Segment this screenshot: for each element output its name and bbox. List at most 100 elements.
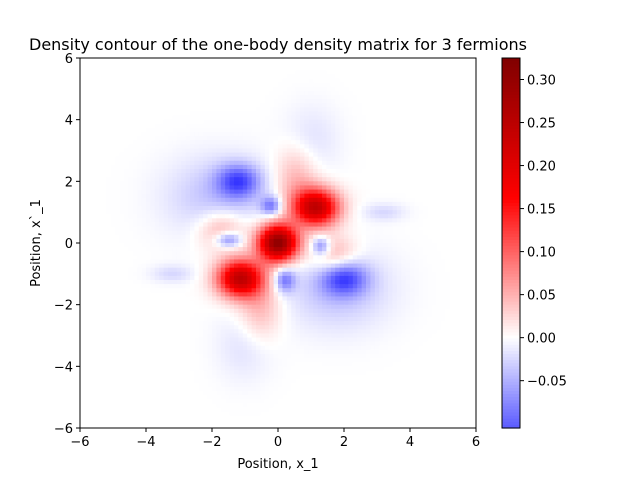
heatmap-cell (172, 82, 178, 88)
heatmap-cell (181, 86, 187, 92)
heatmap-cell (396, 181, 402, 187)
heatmap-cell (344, 148, 349, 154)
heatmap-cell (234, 99, 239, 104)
heatmap-cell (361, 82, 367, 88)
heatmap-cell (106, 214, 112, 219)
heatmap-cell (374, 119, 380, 125)
heatmap-cell (454, 140, 459, 145)
heatmap-cell (361, 169, 367, 174)
heatmap-cell (194, 169, 200, 174)
heatmap-cell (445, 247, 451, 252)
heatmap-cell (339, 197, 345, 203)
heatmap-cell (132, 206, 138, 211)
heatmap-cell (172, 144, 178, 150)
heatmap-cell (247, 132, 253, 137)
heatmap-cell (128, 201, 134, 207)
heatmap-cell (286, 107, 292, 113)
heatmap-cell (295, 193, 301, 199)
heatmap-cell (176, 164, 182, 170)
heatmap-cell (172, 156, 178, 162)
heatmap-cell (141, 267, 147, 273)
heatmap-cell (467, 86, 473, 92)
heatmap-cell (357, 271, 363, 277)
heatmap-cell (308, 189, 314, 195)
heatmap-cell (238, 259, 244, 265)
heatmap-cell (102, 152, 107, 158)
heatmap-cell (440, 140, 446, 145)
heatmap-cell (374, 263, 380, 269)
heatmap-cell (80, 156, 85, 162)
heatmap-cell (291, 58, 297, 63)
heatmap-cell (436, 197, 442, 203)
heatmap-cell (168, 247, 173, 252)
heatmap-cell (308, 82, 314, 88)
heatmap-cell (326, 280, 332, 285)
heatmap-cell (181, 127, 187, 133)
heatmap-cell (352, 156, 358, 162)
heatmap-cell (326, 152, 332, 158)
heatmap-cell (471, 255, 477, 261)
heatmap-cell (379, 66, 385, 71)
heatmap-cell (137, 267, 143, 273)
heatmap-cell (242, 267, 248, 273)
heatmap-cell (128, 280, 134, 285)
heatmap-cell (97, 267, 103, 273)
heatmap-cell (304, 263, 310, 269)
heatmap-cell (260, 271, 266, 277)
heatmap-cell (308, 177, 314, 182)
heatmap-cell (471, 222, 477, 228)
heatmap-cell (304, 136, 310, 141)
heatmap-cell (128, 111, 134, 117)
heatmap-cell (194, 127, 200, 133)
heatmap-cell (168, 263, 173, 269)
heatmap-cell (216, 160, 222, 166)
heatmap-cell (185, 66, 191, 71)
heatmap-cell (207, 218, 213, 224)
heatmap-cell (110, 78, 116, 84)
heatmap-cell (229, 156, 235, 162)
heatmap-cell (383, 255, 389, 261)
heatmap-cell (322, 177, 327, 182)
heatmap-cell (251, 185, 257, 191)
heatmap-cell (454, 226, 459, 232)
heatmap-cell (445, 78, 451, 84)
heatmap-cell (396, 222, 402, 228)
heatmap-cell (313, 181, 319, 187)
heatmap-cell (308, 103, 314, 108)
heatmap-cell (203, 119, 209, 125)
heatmap-cell (304, 193, 310, 199)
heatmap-cell (300, 263, 305, 269)
heatmap-cell (339, 62, 345, 67)
heatmap-cell (190, 255, 195, 261)
heatmap-cell (370, 247, 376, 252)
heatmap-cell (344, 82, 349, 88)
heatmap-cell (229, 275, 235, 281)
heatmap-cell (300, 238, 305, 244)
heatmap-cell (286, 201, 292, 207)
heatmap-cell (225, 271, 231, 277)
heatmap-cell (454, 255, 459, 261)
heatmap-cell (229, 115, 235, 121)
heatmap-cell (357, 222, 363, 228)
heatmap-cell (423, 230, 429, 236)
heatmap-cell (326, 189, 332, 195)
heatmap-cell (330, 66, 336, 71)
heatmap-cell (163, 74, 169, 80)
heatmap-cell (308, 66, 314, 71)
heatmap-cell (238, 136, 244, 141)
heatmap-cell (414, 280, 420, 285)
heatmap-cell (467, 271, 473, 277)
heatmap-cell (115, 271, 121, 277)
heatmap-cell (418, 280, 424, 285)
heatmap-cell (361, 132, 367, 137)
heatmap-cell (432, 132, 437, 137)
heatmap-cell (286, 136, 292, 141)
heatmap-cell (97, 74, 103, 80)
heatmap-cell (423, 148, 429, 154)
heatmap-cell (216, 62, 222, 67)
heatmap-cell (102, 263, 107, 269)
heatmap-cell (330, 271, 336, 277)
heatmap-cell (366, 185, 371, 191)
heatmap-cell (181, 119, 187, 125)
heatmap-cell (225, 107, 231, 113)
